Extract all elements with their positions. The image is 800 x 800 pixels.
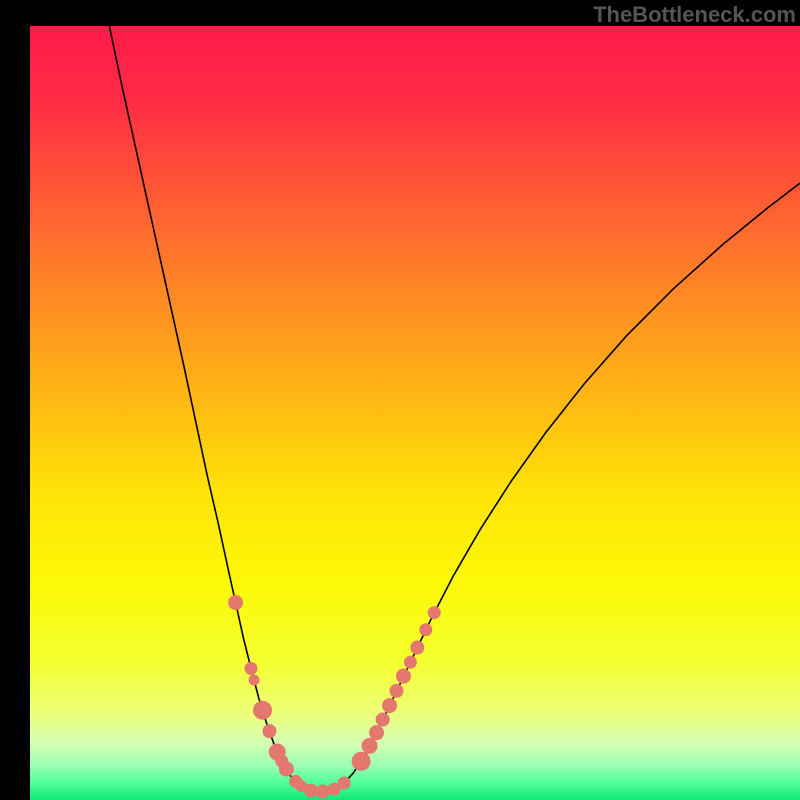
chart-container: TheBottleneck.com [0, 0, 800, 800]
data-marker [338, 777, 350, 789]
data-marker [362, 738, 377, 753]
data-marker [305, 784, 318, 797]
data-marker [279, 762, 293, 776]
data-marker [370, 726, 384, 740]
data-marker [420, 624, 432, 636]
data-marker [249, 675, 259, 685]
data-marker [254, 701, 272, 719]
bottleneck-curve-left [109, 26, 312, 791]
data-marker [245, 662, 257, 674]
data-marker [390, 684, 403, 697]
data-marker [404, 656, 416, 668]
data-marker [383, 699, 397, 713]
watermark-text: TheBottleneck.com [593, 2, 796, 28]
data-marker [428, 607, 440, 619]
data-marker [396, 669, 410, 683]
data-marker [352, 752, 370, 770]
marker-group [229, 596, 441, 798]
chart-svg-overlay [30, 26, 800, 800]
plot-area [30, 26, 800, 800]
data-marker [229, 596, 243, 610]
data-marker [376, 713, 389, 726]
data-marker [411, 641, 424, 654]
data-marker [263, 725, 276, 738]
data-marker [316, 785, 329, 798]
